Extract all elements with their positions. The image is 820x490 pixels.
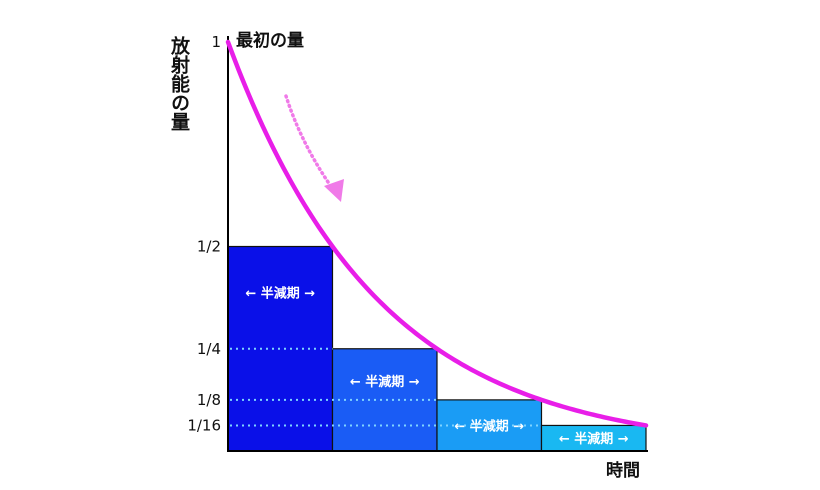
half-life-bar-2 — [331, 348, 438, 452]
half-life-label-2: ← 半減期 → — [350, 374, 420, 390]
half-life-bar-4 — [540, 424, 647, 452]
y-axis-title: 放射能の量 — [168, 35, 191, 131]
y-tick-label: 1/16 — [187, 416, 221, 434]
initial-amount-label: 最初の量 — [236, 30, 304, 51]
y-tick-label: 1 — [211, 33, 221, 51]
y-tick-label: 1/2 — [197, 238, 221, 256]
x-axis-title: 時間 — [606, 460, 640, 481]
decay-direction-arrowhead — [324, 179, 344, 202]
half-life-label-1: ← 半減期 → — [245, 286, 315, 302]
decay-direction-arrow-shaft — [284, 94, 330, 184]
half-life-label-4: ← 半減期 → — [559, 431, 629, 447]
y-tick-label: 1/4 — [197, 340, 221, 358]
decay-curve — [225, 39, 649, 428]
y-tick-label: 1/8 — [197, 391, 221, 409]
